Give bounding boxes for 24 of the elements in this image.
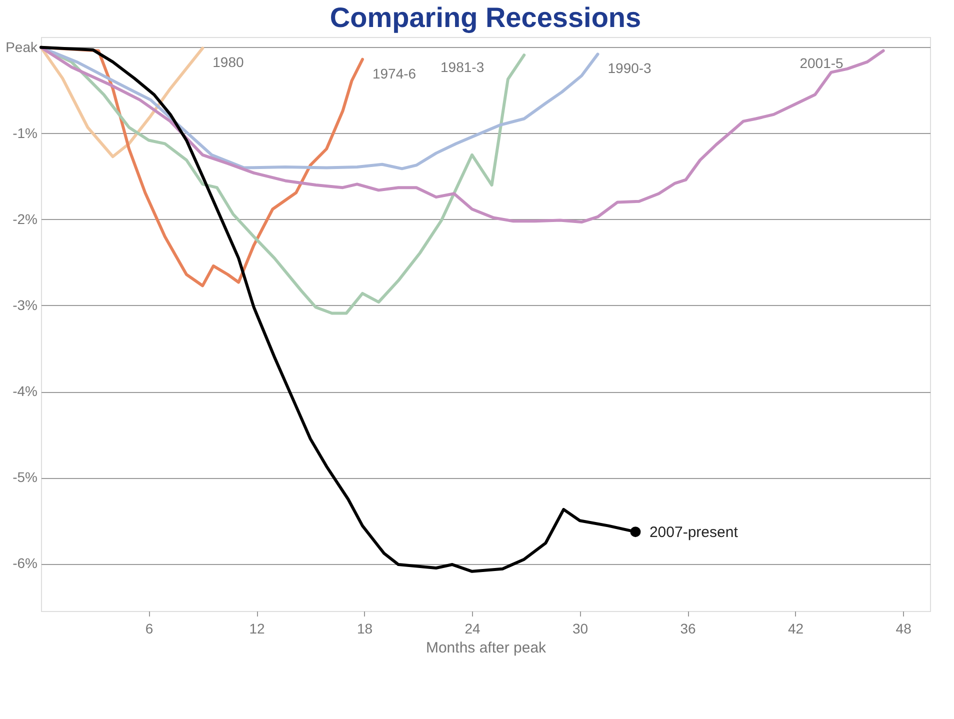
line-series [40,46,204,158]
y-tick-label: -2% [12,210,38,227]
x-tick-label: 30 [572,620,588,636]
y-tick-label: -4% [12,383,38,400]
y-tick-label: -5% [12,469,38,486]
x-tick-label: 48 [896,620,912,636]
series-label: 1974-6 [372,65,416,82]
series-label: 1980 [212,54,244,70]
x-tick-label: 42 [788,620,804,636]
y-tick-label: -3% [12,297,38,313]
series-label: 2007-present [649,524,739,541]
series-label: 1981-3 [440,59,484,76]
y-tick-label: -6% [12,555,38,572]
series-label: 1990-3 [608,60,652,76]
x-tick-label: 12 [249,620,266,636]
x-tick-label: 24 [464,620,481,636]
chart-title: Comparing Recessions [330,2,642,33]
x-tick-label: 36 [680,620,696,636]
x-tick-label: 18 [356,620,373,636]
y-tick-label: Peak [6,38,38,55]
y-tick-label: -1% [12,124,38,141]
series-label: 2001-5 [800,54,844,71]
x-tick-label: 6 [145,620,154,636]
x-axis-title: Months after peak [426,640,547,656]
